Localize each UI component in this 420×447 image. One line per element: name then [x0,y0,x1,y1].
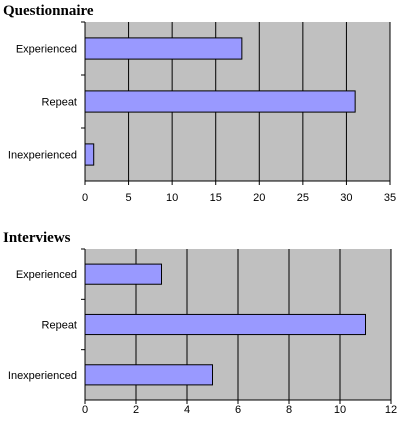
chart-1-bar-inexperienced [84,143,95,166]
chart-1-x-tick-label: 5 [126,192,132,204]
chart-2-bar-inexperienced [84,364,213,386]
chart-2-x-tick-label: 6 [235,404,241,416]
chart-1-title: Questionnaire [3,3,94,19]
chart-1-bar-repeat [84,90,356,113]
chart-2-x-tick-label: 8 [286,404,292,416]
chart-1-category-label: Repeat [42,97,77,109]
chart-1-x-tick-label: 35 [384,192,396,204]
chart-2-category-label: Inexperienced [8,370,77,382]
chart-1-bar-experienced [84,37,243,60]
chart-2-category-label: Repeat [42,320,77,332]
chart-1-x-tick-label: 20 [253,192,265,204]
chart-2-x-tick-label: 2 [133,404,139,416]
chart-1-x-tick-label: 25 [297,192,309,204]
chart-1-category-label: Experienced [16,44,77,56]
chart-2-bar-repeat [84,313,366,336]
chart-1-x-tick-label: 0 [82,192,88,204]
chart-1-category-label: Inexperienced [8,150,77,162]
chart-1-x-tick-label: 15 [210,192,222,204]
chart-2-x-tick-label: 12 [385,404,397,416]
chart-2-title: Interviews [3,230,71,246]
chart-2-category-label: Experienced [16,269,77,281]
chart-1-x-tick-label: 10 [166,192,178,204]
chart-2-x-tick-label: 0 [82,404,88,416]
chart-2-x-tick-label: 10 [334,404,346,416]
chart-2-bar-experienced [84,263,162,285]
chart-1-x-tick-label: 30 [340,192,352,204]
chart-2-x-tick-label: 4 [184,404,190,416]
